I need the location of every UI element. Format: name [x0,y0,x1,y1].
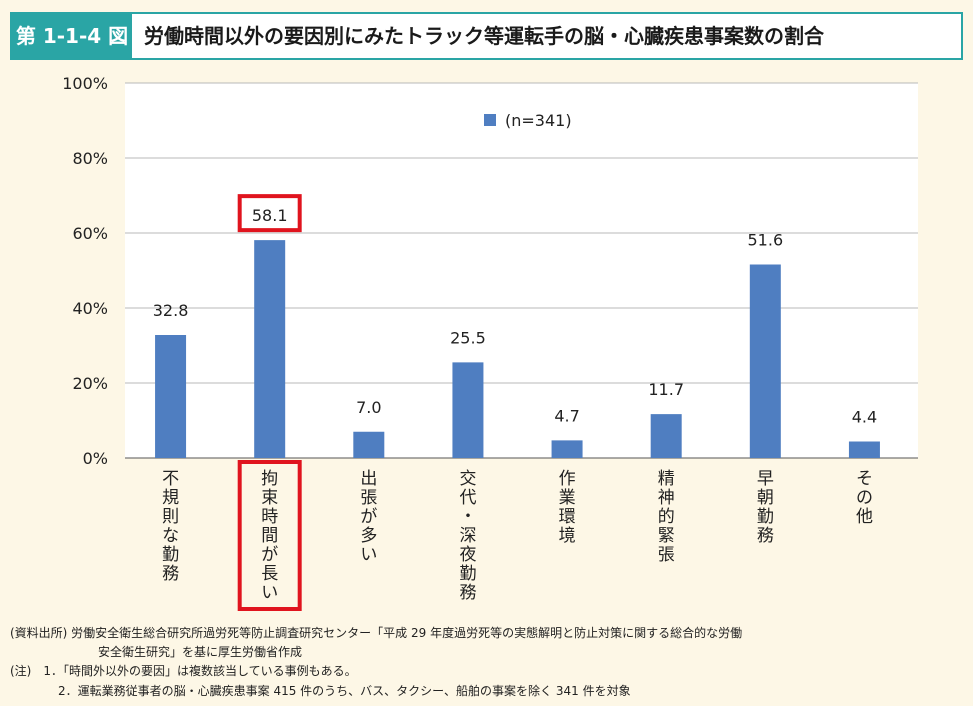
bar [155,335,187,458]
category-highlight-box [237,460,302,611]
legend-swatch [484,114,496,126]
note-line-1: (注) 1．「時間外以外の要因」は複数該当している事例もある。 [10,664,357,678]
bar [749,264,781,458]
value-label: 11.7 [648,380,684,399]
category-label: 拘束時間が長い [261,469,278,603]
figure-header: 第 1-1-4 図 労働時間以外の要因別にみたトラック等運転手の脳・心臓疾患事案… [10,12,963,60]
category-label: 精神的緊張 [658,469,675,565]
figure-label: 第 1-1-4 図 [12,14,132,58]
category-label: その他 [856,469,873,527]
bar [254,240,286,458]
figure-title: 労働時間以外の要因別にみたトラック等運転手の脳・心臓疾患事案数の割合 [144,24,824,48]
bar [848,441,880,458]
legend-label: (n=341) [505,111,572,130]
y-tick-label: 80% [72,149,108,168]
y-tick-label: 40% [72,299,108,318]
note-line-2: 2．運転業務従事者の脳・心臓疾患事案 415 件のうち、バス、タクシー、船舶の事… [58,684,631,698]
source-line-1: (資料出所) 労働安全衛生総合研究所過労死等防止調査研究センター「平成 29 年… [10,626,743,640]
bar [551,440,583,458]
y-tick-label: 20% [72,374,108,393]
source-line-2: 安全衛生研究」を基に厚生労働省作成 [98,645,303,659]
category-label: 交代・深夜勤務 [459,469,476,603]
plot-area [125,83,918,458]
value-label: 32.8 [153,301,189,320]
value-highlight-box [237,194,302,233]
category-label: 作業環境 [559,469,576,546]
category-label: 不規則な勤務 [162,469,179,584]
value-label: 58.1 [252,206,288,225]
bar [650,414,682,458]
value-label: 4.7 [554,406,579,425]
bar [452,362,484,458]
y-tick-label: 0% [83,449,108,468]
category-label: 出張が多い [360,469,377,565]
value-label: 4.4 [852,408,877,427]
y-tick-label: 100% [62,74,108,93]
category-label: 早朝勤務 [757,469,774,546]
value-label: 51.6 [748,231,784,250]
value-label: 25.5 [450,328,486,347]
value-label: 7.0 [356,398,381,417]
y-tick-label: 60% [72,224,108,243]
bar [353,431,385,458]
